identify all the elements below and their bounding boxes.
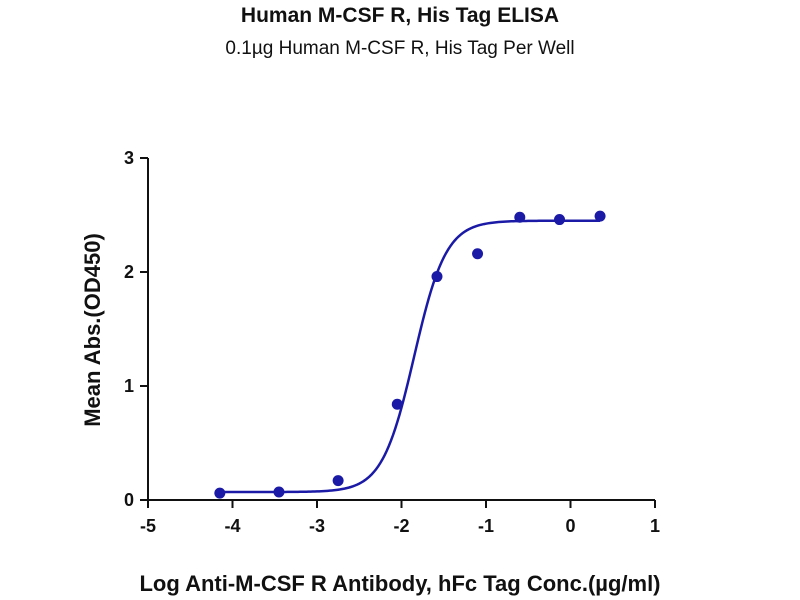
x-axis-label: Log Anti-M-CSF R Antibody, hFc Tag Conc.…	[139, 571, 660, 596]
data-point	[332, 475, 344, 487]
x-tick-label: -4	[224, 516, 240, 536]
fit-curve	[219, 219, 601, 494]
y-tick-label: 1	[124, 376, 134, 396]
x-axis-ticks: -5 -4 -3 -2 -1 0 1	[140, 500, 660, 536]
data-point	[514, 211, 526, 223]
y-axis-ticks: 0 1 2 3	[124, 148, 148, 510]
y-tick-label: 2	[124, 262, 134, 282]
x-tick-label: -5	[140, 516, 156, 536]
x-tick-label: -2	[393, 516, 409, 536]
plot-area: 0 1 2 3 -5 -4 -3 -2 -1 0 1	[124, 148, 660, 536]
data-point	[554, 214, 566, 226]
data-point	[472, 248, 484, 260]
y-axis-label: Mean Abs.(OD450)	[80, 233, 105, 427]
chart-subtitle: 0.1µg Human M-CSF R, His Tag Per Well	[225, 38, 574, 59]
x-tick-label: -3	[309, 516, 325, 536]
x-tick-label: 1	[650, 516, 660, 536]
data-point	[431, 271, 443, 283]
data-point	[594, 210, 606, 222]
x-tick-label: 0	[565, 516, 575, 536]
data-point	[214, 487, 226, 499]
data-point	[391, 398, 403, 410]
chart-title: Human M-CSF R, His Tag ELISA	[241, 4, 559, 27]
y-tick-label: 3	[124, 148, 134, 168]
y-tick-label: 0	[124, 490, 134, 510]
x-tick-label: -1	[478, 516, 494, 536]
data-point	[273, 486, 285, 498]
data-points	[214, 210, 606, 499]
